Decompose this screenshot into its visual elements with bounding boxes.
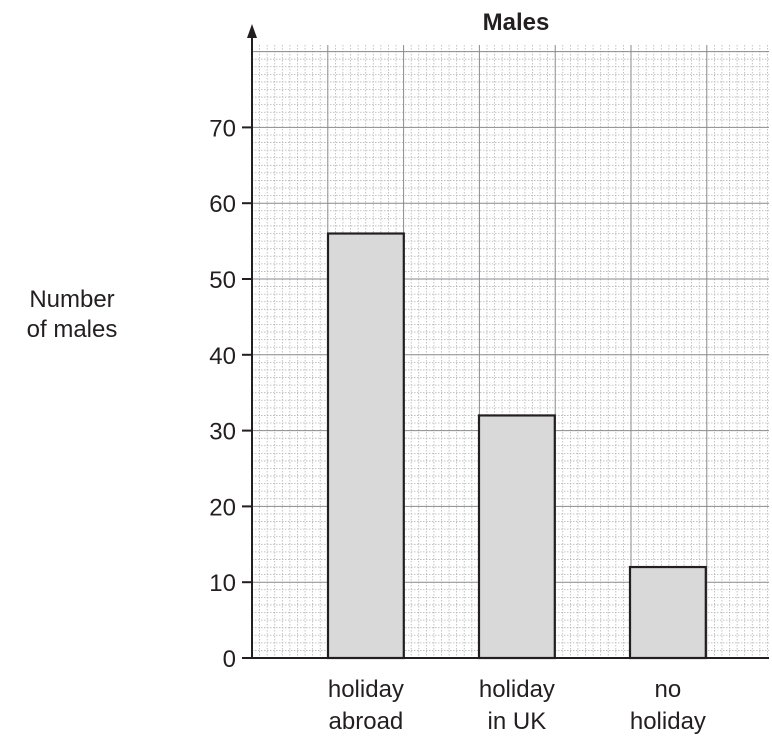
y-tick-label: 60 bbox=[209, 191, 236, 218]
y-tick-label: 30 bbox=[209, 419, 236, 446]
category-label: no bbox=[655, 676, 682, 703]
bar-1 bbox=[477, 414, 556, 660]
x-axis-labels: holiday abroad holiday in UK no holiday bbox=[328, 676, 706, 735]
bars bbox=[326, 232, 707, 660]
y-axis-label-line-1: Number bbox=[29, 286, 115, 313]
axes bbox=[242, 24, 769, 659]
y-axis-arrow-icon bbox=[247, 24, 257, 38]
chart-title: Males bbox=[483, 9, 550, 36]
y-tick-label: 40 bbox=[209, 343, 236, 370]
category-label: abroad bbox=[329, 708, 404, 735]
category-label: holiday bbox=[630, 708, 706, 735]
category-label: in UK bbox=[488, 708, 547, 735]
category-label: holiday bbox=[328, 676, 404, 703]
y-tick-label: 10 bbox=[209, 570, 236, 597]
bar-0 bbox=[326, 232, 405, 660]
y-tick-label: 50 bbox=[209, 267, 236, 294]
y-axis-label-line-2: of males bbox=[26, 316, 118, 343]
bar-2 bbox=[628, 565, 707, 660]
y-axis-label: Number of males bbox=[8, 285, 136, 345]
y-tick-label: 0 bbox=[223, 646, 236, 673]
category-label: holiday bbox=[479, 676, 555, 703]
y-axis-ticks: 0 10 20 30 40 50 60 70 bbox=[209, 115, 252, 673]
y-tick-label: 70 bbox=[209, 115, 236, 142]
y-tick-label: 20 bbox=[209, 494, 236, 521]
